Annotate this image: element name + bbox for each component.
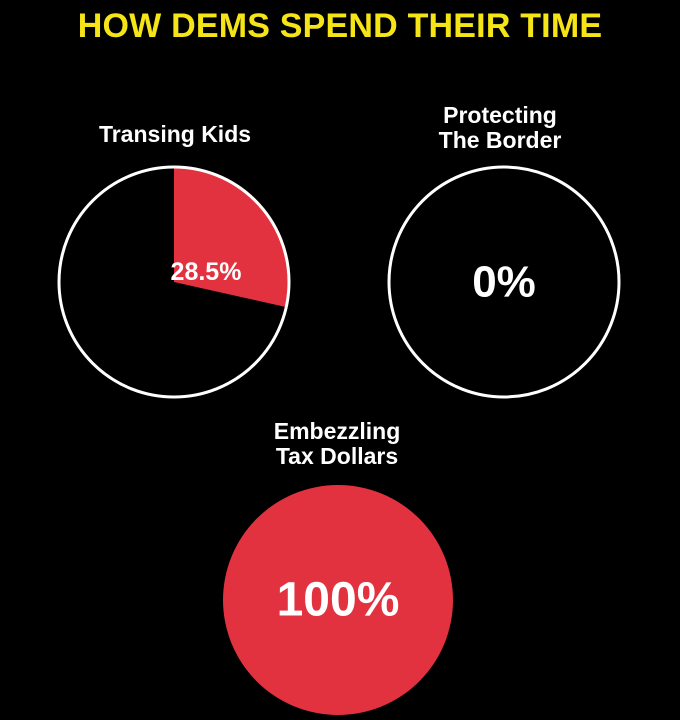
pie-background — [389, 167, 619, 397]
chart-title-line: The Border — [438, 127, 562, 153]
pie-chart-protecting-border: 0% — [387, 165, 621, 399]
page-title: HOW DEMS SPEND THEIR TIME — [77, 7, 603, 45]
pie-slice — [174, 167, 289, 308]
pie-chart-transing-kids: 28.5% — [57, 165, 291, 399]
pie-outline — [387, 165, 621, 399]
pie-slice — [223, 485, 453, 715]
pie-chart-embezzling-tax-dollars: 100% — [223, 485, 453, 715]
chart-title-line: Transing Kids — [98, 121, 252, 147]
chart-title-embezzling-tax-dollars: Embezzling Tax Dollars — [222, 419, 452, 469]
pie-value-label: 0% — [472, 258, 536, 307]
chart-title-transing-kids: Transing Kids — [60, 122, 290, 147]
pie-value-label: 28.5% — [171, 258, 242, 286]
chart-title-line: Tax Dollars — [275, 443, 399, 469]
chart-title-protecting-border: Protecting The Border — [385, 103, 615, 153]
pie-value-label: 100% — [277, 574, 400, 627]
pie-outline — [57, 165, 291, 399]
chart-title-line: Embezzling — [273, 418, 401, 444]
chart-title-line: Protecting — [443, 102, 557, 128]
